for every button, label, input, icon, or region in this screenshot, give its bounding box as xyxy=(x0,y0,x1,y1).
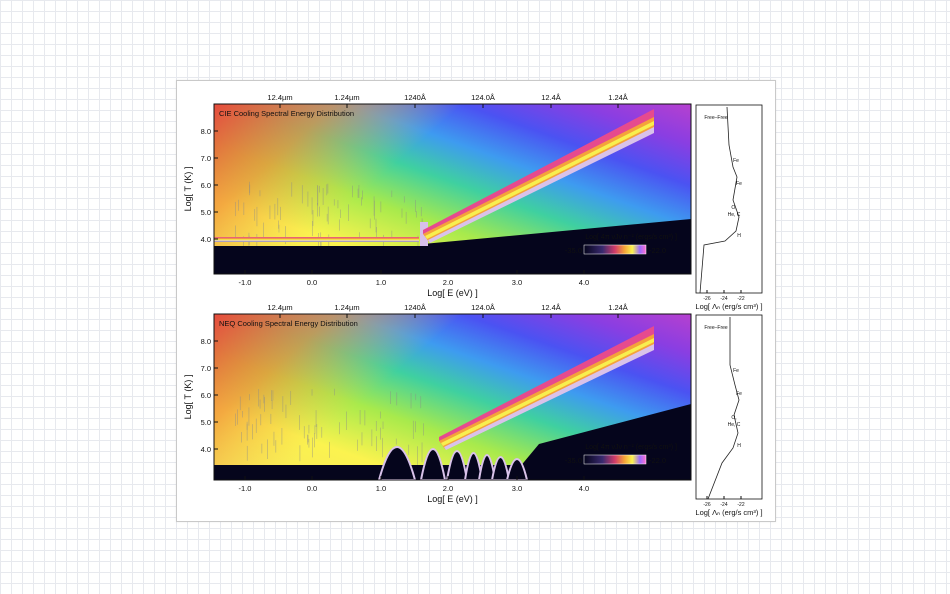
figure-canvas: CIE Cooling Spectral Energy Distribution… xyxy=(183,93,763,517)
y-tick-label: 7.0 xyxy=(201,364,211,373)
cooling-curve xyxy=(699,106,740,294)
chart-title: NEQ Cooling Spectral Energy Distribution xyxy=(219,319,358,328)
cooling-annotation: O, xyxy=(731,205,736,211)
top-tick-label: 1.24µm xyxy=(334,93,359,102)
x-tick-label: 1.0 xyxy=(376,484,386,493)
colorbar-min-label: -35.0 xyxy=(565,246,582,255)
y-tick-label: 7.0 xyxy=(201,154,211,163)
x-tick-label: 0.0 xyxy=(307,484,317,493)
top-tick-label: 1.24Å xyxy=(608,303,628,312)
cooling-annotation: Fe xyxy=(736,391,742,397)
x-tick-label: 3.0 xyxy=(512,484,522,493)
y-tick-label: 4.0 xyxy=(201,445,211,454)
y-axis-label: Log[ T (K) ] xyxy=(183,375,193,420)
x-tick-label: 3.0 xyxy=(512,278,522,287)
x-tick-label: 2.0 xyxy=(443,278,453,287)
emission-band-yellow xyxy=(441,338,654,446)
top-tick-label: 12.4µm xyxy=(267,93,292,102)
y-tick-label: 6.0 xyxy=(201,181,211,190)
heatmap-clipped-layer xyxy=(214,109,691,274)
x-axis-label: Log[ E (eV) ] xyxy=(427,288,478,298)
top-tick-label: 12.4Å xyxy=(541,303,561,312)
y-axis-label: Log[ T (K) ] xyxy=(183,167,193,212)
side-axis-label: Log[ Λₙ (erg/s cm³) ] xyxy=(695,508,762,517)
top-tick-label: 1.24µm xyxy=(334,303,359,312)
recombination-edge xyxy=(377,446,417,480)
cooling-annotation: Free–Free xyxy=(704,325,728,331)
x-tick-label: -1.0 xyxy=(239,484,252,493)
x-tick-label: 1.0 xyxy=(376,278,386,287)
colorbar-label: Log[ 4π νJν n⁻² (ergs/s cm³) ] xyxy=(585,234,677,241)
side-tick-label: -26 xyxy=(703,296,710,302)
cooling-annotation: Fe xyxy=(733,158,739,164)
colorbar-label: Log[ 4π νJν n⁻² (ergs/s cm³) ] xyxy=(585,444,677,451)
emission-band-lavender xyxy=(428,127,654,243)
cooling-annotation: O, xyxy=(731,415,736,421)
y-tick-label: 8.0 xyxy=(201,127,211,136)
top-tick-label: 12.4µm xyxy=(267,303,292,312)
side-tick-label: -22 xyxy=(737,296,744,302)
chart-title: CIE Cooling Spectral Energy Distribution xyxy=(219,109,354,118)
x-tick-label: 2.0 xyxy=(443,484,453,493)
x-tick-label: -1.0 xyxy=(239,278,252,287)
side-tick-label: -22 xyxy=(737,502,744,508)
top-tick-label: 1240Å xyxy=(404,93,426,102)
colorbar xyxy=(583,244,647,255)
top-tick-label: 1.24Å xyxy=(608,93,628,102)
top-tick-label: 124.0Å xyxy=(471,303,495,312)
cooling-curve-panel xyxy=(695,104,763,294)
y-tick-label: 5.0 xyxy=(201,208,211,217)
y-tick-label: 4.0 xyxy=(201,235,211,244)
y-tick-label: 6.0 xyxy=(201,391,211,400)
cooling-annotation: H xyxy=(737,443,741,449)
top-tick-label: 124.0Å xyxy=(471,93,495,102)
emission-band-pink xyxy=(439,326,654,441)
figure-sheet: CIE Cooling Spectral Energy Distribution… xyxy=(176,80,776,522)
cold-dark-floor xyxy=(214,246,432,274)
colorbar-max-label: -22.0 xyxy=(649,246,666,255)
side-tick-label: -24 xyxy=(720,502,727,508)
x-tick-label: 4.0 xyxy=(579,278,589,287)
cold-dark-region xyxy=(423,219,691,274)
side-tick-label: -26 xyxy=(703,502,710,508)
top-tick-label: 12.4Å xyxy=(541,93,561,102)
cooling-annotation: Fe xyxy=(733,368,739,374)
emission-band-yellow xyxy=(425,121,654,239)
heatmap-panel-1: CIE Cooling Spectral Energy Distribution… xyxy=(183,93,763,311)
cooling-annotation: He, C xyxy=(728,212,741,218)
cooling-curve-panel xyxy=(695,314,763,500)
x-axis-label: Log[ E (eV) ] xyxy=(427,494,478,504)
cooling-annotation: Free–Free xyxy=(704,115,728,121)
top-tick-label: 1240Å xyxy=(404,303,426,312)
plot-frame xyxy=(213,103,692,275)
heatmap-panel-2: NEQ Cooling Spectral Energy Distribution… xyxy=(183,303,763,517)
x-tick-label: 4.0 xyxy=(579,484,589,493)
side-tick-label: -24 xyxy=(720,296,727,302)
cooling-annotation: Fe xyxy=(736,181,742,187)
x-tick-label: 0.0 xyxy=(307,278,317,287)
emission-band-pink xyxy=(423,109,654,234)
plot-frame xyxy=(213,313,692,481)
colorbar xyxy=(583,454,647,465)
emission-band-lavender xyxy=(444,344,654,450)
colorbar-min-label: -35.0 xyxy=(565,456,582,465)
cooling-curve xyxy=(707,317,740,500)
recombination-edge xyxy=(419,448,447,480)
y-tick-label: 8.0 xyxy=(201,337,211,346)
colorbar-max-label: -22.0 xyxy=(649,456,666,465)
cooling-annotation: H xyxy=(737,233,741,239)
low-temperature-band xyxy=(214,237,419,242)
cooling-annotation: He, C xyxy=(728,422,741,428)
y-tick-label: 5.0 xyxy=(201,418,211,427)
side-axis-label: Log[ Λₙ (erg/s cm³) ] xyxy=(695,302,762,311)
